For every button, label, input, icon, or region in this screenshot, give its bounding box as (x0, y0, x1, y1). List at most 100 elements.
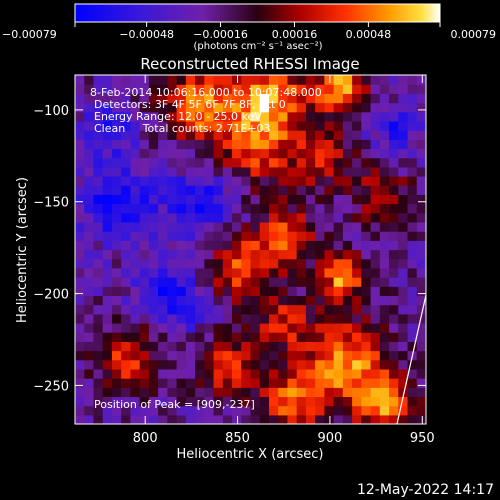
heatmap-cell (121, 130, 132, 140)
heatmap-cell (259, 378, 270, 388)
overlay-annotations: 8-Feb-2014 10:06:16.000 to 10:07:48.000 … (90, 86, 322, 411)
heatmap-cell (102, 240, 113, 251)
heatmap-cell (333, 148, 344, 159)
heatmap-cell (130, 212, 141, 223)
heatmap-cell (259, 176, 270, 186)
heatmap-cell (195, 120, 205, 131)
heatmap-cell (305, 322, 316, 333)
heatmap-cell (111, 84, 122, 94)
heatmap-cell (370, 231, 381, 241)
heatmap-cell (139, 277, 150, 287)
heatmap-cell (167, 203, 178, 214)
heatmap-cell (158, 313, 168, 324)
heatmap-cell (102, 130, 113, 140)
heatmap-cell (407, 267, 418, 278)
heatmap-cell (370, 378, 381, 388)
heatmap-cell (148, 286, 159, 297)
heatmap-cell (232, 93, 242, 104)
heatmap-cell (195, 212, 205, 223)
heatmap-cell (389, 194, 399, 205)
heatmap-cell (278, 387, 289, 398)
heatmap-cell (389, 166, 399, 177)
heatmap-cell (176, 176, 187, 186)
heatmap-cell (370, 84, 381, 94)
heatmap-cell (195, 313, 205, 324)
heatmap-cell (416, 341, 426, 352)
heatmap-cell (416, 378, 426, 388)
heatmap-cell (268, 313, 279, 324)
heatmap-cell (111, 93, 122, 104)
heatmap-cell (213, 176, 224, 186)
heatmap-cell (398, 249, 409, 260)
heatmap-cell (93, 148, 104, 159)
heatmap-cell (213, 102, 224, 113)
heatmap-cell (139, 240, 150, 251)
heatmap-cell (148, 304, 159, 315)
heatmap-cell (268, 93, 279, 104)
heatmap-cell (241, 157, 252, 168)
heatmap-cell (305, 176, 316, 186)
heatmap-cell (75, 120, 85, 131)
heatmap-cell (185, 212, 196, 223)
heatmap-cell (167, 157, 178, 168)
heatmap-cell (102, 304, 113, 315)
heatmap-cell (232, 378, 242, 388)
heatmap-cell (84, 249, 95, 260)
heatmap-cell (315, 322, 325, 333)
heatmap-cell (93, 387, 104, 398)
heatmap-cell (324, 157, 335, 168)
heatmap-cell (75, 93, 85, 104)
heatmap-cell (416, 286, 426, 297)
heatmap-cell (167, 185, 178, 195)
heatmap-cell (84, 240, 95, 251)
heatmap-cell (398, 277, 409, 287)
heatmap-cell (324, 148, 335, 159)
heatmap-cell (158, 231, 168, 241)
heatmap-cell (213, 139, 224, 150)
heatmap-cell (111, 396, 122, 407)
heatmap-cell (305, 414, 316, 424)
heatmap-cell (195, 231, 205, 241)
heatmap-cell (333, 350, 344, 361)
heatmap-cell (241, 368, 252, 379)
heatmap-cell (167, 111, 178, 122)
heatmap-cell (222, 157, 233, 168)
heatmap-cell (195, 139, 205, 150)
heatmap-cell (176, 249, 187, 260)
heatmap-cell (361, 176, 372, 186)
heatmap-cell (204, 396, 215, 407)
heatmap-cell (102, 194, 113, 205)
heatmap-cell (213, 166, 224, 177)
heatmap-cell (407, 313, 418, 324)
heatmap-cell (268, 414, 279, 424)
heatmap-cell (213, 212, 224, 223)
heatmap-cell (352, 102, 362, 113)
heatmap-cell (204, 203, 215, 214)
heatmap-cell (148, 295, 159, 306)
heatmap-cell (130, 258, 141, 269)
heatmap-cell (93, 322, 104, 333)
heatmap-cell (342, 231, 353, 241)
heatmap-cell (111, 203, 122, 214)
heatmap-cell (407, 185, 418, 195)
heatmap-cell (416, 139, 426, 150)
heatmap-cell (75, 194, 85, 205)
heatmap-cell (296, 139, 307, 150)
heatmap-cell (222, 414, 233, 424)
heatmap-cell (379, 84, 390, 94)
heatmap-cell (213, 313, 224, 324)
heatmap-cell (121, 295, 132, 306)
heatmap-cell (333, 332, 344, 342)
heatmap-cell (148, 148, 159, 159)
heatmap-cell (259, 258, 270, 269)
heatmap-cell (195, 111, 205, 122)
heatmap-cell (232, 166, 242, 177)
heatmap-cell (232, 341, 242, 352)
heatmap-cell (287, 341, 298, 352)
heatmap-cell (185, 295, 196, 306)
heatmap-cell (93, 102, 104, 113)
heatmap-cell (315, 249, 325, 260)
heatmap-cell (102, 378, 113, 388)
heatmap-cell (324, 295, 335, 306)
heatmap-cell (287, 176, 298, 186)
